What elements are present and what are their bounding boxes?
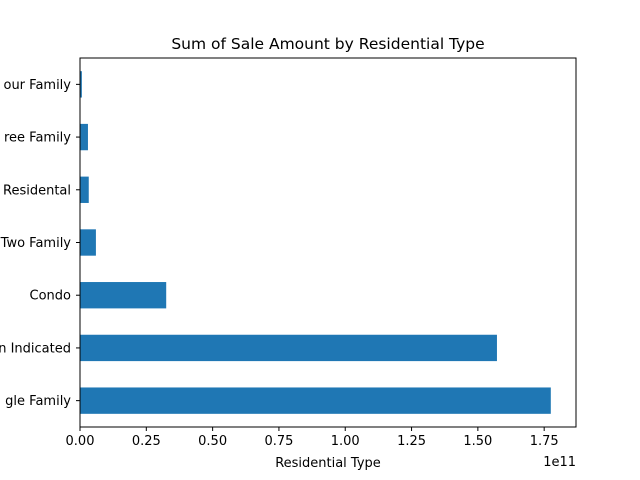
chart-title: Sum of Sale Amount by Residential Type [171, 35, 484, 53]
x-tick-label: 1.50 [463, 434, 492, 449]
x-axis-label: Residential Type [275, 456, 381, 471]
axes-frame [79, 57, 577, 428]
y-tick-label: n Indicated [0, 341, 71, 356]
y-tick-label: Two Family [0, 236, 71, 251]
bar-four-family [80, 71, 82, 98]
x-axis: 0.00 0.25 0.50 0.75 1.00 1.25 1.50 1.75 [66, 427, 559, 449]
x-axis-offset-text: 1e11 [543, 455, 576, 470]
x-tick-label: 1.25 [397, 434, 426, 449]
x-tick-label: 1.75 [530, 434, 559, 449]
bar-residental [80, 176, 89, 203]
bar-single-family [80, 387, 551, 414]
bar-group [80, 71, 551, 414]
bar-condo [80, 282, 167, 309]
x-tick-label: 0.00 [66, 434, 95, 449]
x-tick-label: 1.00 [331, 434, 360, 449]
bar-two-family [80, 229, 96, 256]
y-tick-label: ree Family [4, 131, 71, 146]
y-tick-label: our Family [3, 78, 71, 93]
x-tick-label: 0.75 [264, 434, 293, 449]
y-tick-label: Residental [3, 183, 71, 198]
y-axis: gle Family n Indicated Condo Two Family Resi… [0, 78, 80, 409]
x-tick-label: 0.25 [132, 434, 161, 449]
y-tick-label: Condo [30, 289, 72, 304]
bar-three-family [80, 123, 88, 151]
x-tick-label: 0.50 [198, 434, 227, 449]
bar-not-indicated [80, 334, 497, 362]
y-tick-label: gle Family [5, 394, 71, 409]
